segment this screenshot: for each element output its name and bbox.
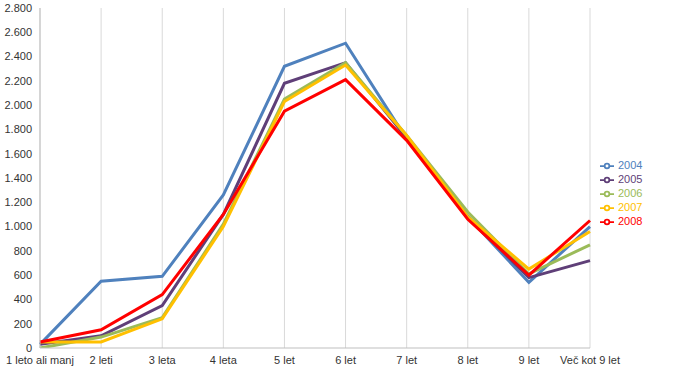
svg-text:200: 200 (14, 318, 32, 330)
svg-text:1 leto ali manj: 1 leto ali manj (8, 354, 74, 366)
svg-text:2.000: 2.000 (8, 99, 32, 111)
svg-text:6 let: 6 let (335, 354, 356, 366)
svg-text:9 let: 9 let (518, 354, 539, 366)
html-text:2004: 2004 (618, 158, 643, 171)
svg-text:3 leta: 3 leta (149, 354, 177, 366)
svg-text:1.000: 1.000 (8, 220, 32, 232)
svg-text:8 let: 8 let (457, 354, 478, 366)
svg-text:1.600: 1.600 (8, 148, 32, 160)
svg-text:2.200: 2.200 (8, 75, 32, 87)
html-text:2007: 2007 (618, 201, 643, 213)
html-text:2006: 2006 (618, 187, 643, 199)
html-text:2008: 2008 (618, 215, 643, 228)
svg-text:1.400: 1.400 (8, 172, 32, 184)
svg-text:7 let: 7 let (396, 354, 417, 366)
svg-text:2 leti: 2 leti (89, 354, 112, 366)
svg-text:800: 800 (14, 245, 32, 257)
svg-text:400: 400 (14, 293, 32, 305)
svg-text:1.800: 1.800 (8, 123, 32, 135)
svg-text:2.800: 2.800 (8, 2, 32, 14)
svg-text:Več kot 9 let: Več kot 9 let (560, 354, 620, 366)
svg-text:5 let: 5 let (274, 354, 295, 366)
svg-text:1.200: 1.200 (8, 196, 32, 208)
svg-text:2.400: 2.400 (8, 50, 32, 62)
svg-text:600: 600 (14, 269, 32, 281)
svg-text:4 leta: 4 leta (210, 354, 238, 366)
svg-text:2.600: 2.600 (8, 26, 32, 38)
svg-text:0: 0 (26, 342, 32, 354)
html-text:2005: 2005 (618, 172, 643, 185)
